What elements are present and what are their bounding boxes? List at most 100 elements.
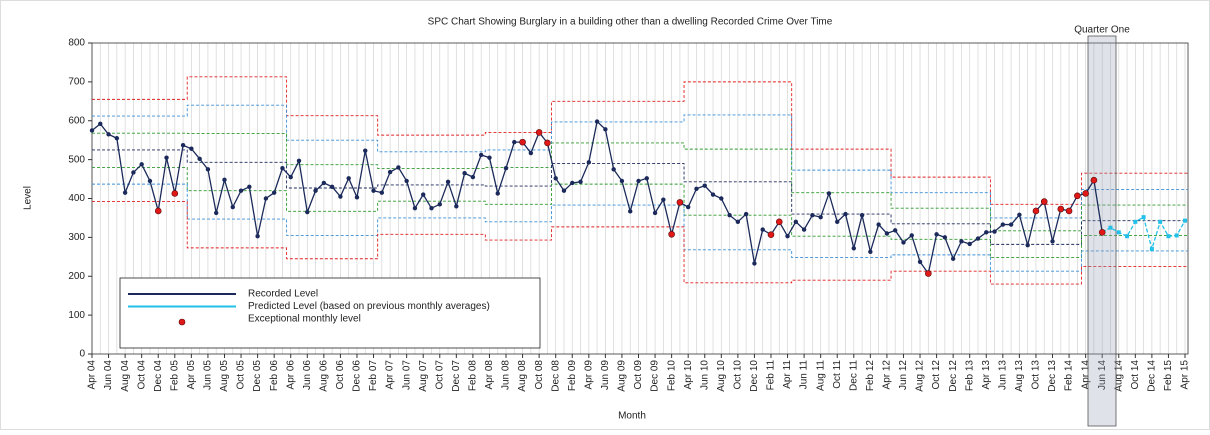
control-limit: [92, 132, 1188, 232]
data-point: [106, 132, 111, 137]
x-tick-label: Aug 06: [318, 360, 329, 392]
data-point: [752, 261, 757, 266]
data-point: [818, 214, 823, 220]
data-point: [205, 167, 211, 172]
exceptional-point: [1032, 207, 1040, 215]
data-point: [917, 259, 923, 265]
x-tick-label: Dec 11: [848, 360, 859, 391]
data-point: [876, 222, 881, 227]
x-tick-label: Oct 09: [633, 360, 644, 390]
control-limit: [92, 149, 1188, 245]
data-point: [984, 230, 989, 235]
data-point: [843, 211, 848, 217]
data-point: [197, 156, 202, 162]
data-point: [727, 213, 732, 218]
data-point: [661, 197, 666, 202]
data-point: [710, 192, 716, 197]
x-tick-label: Jun 14: [1097, 360, 1108, 390]
data-point: [222, 177, 227, 183]
x-tick-label: Jun 04: [103, 360, 114, 390]
x-tick-label: Jun 09: [600, 360, 611, 390]
quarter-band: [1087, 35, 1117, 427]
data-point: [495, 191, 500, 196]
x-tick-label: Feb 10: [666, 360, 677, 392]
x-tick-label: Dec 10: [749, 360, 760, 392]
data-point: [122, 190, 128, 195]
data-point: [1025, 242, 1030, 248]
x-tick-label: Aug 07: [418, 360, 429, 392]
x-tick-label: Dec 05: [252, 360, 263, 392]
exceptional-point: [1040, 198, 1048, 205]
x-tick-label: Feb 13: [964, 360, 975, 392]
data-point: [868, 249, 873, 254]
x-tick-label: Feb 14: [1064, 360, 1075, 392]
data-point: [255, 234, 260, 239]
data-point: [719, 196, 724, 201]
x-tick-label: Aug 09: [617, 360, 628, 392]
data-point: [131, 170, 136, 175]
data-point: [462, 171, 467, 176]
data-point: [959, 239, 964, 244]
data-point: [901, 240, 906, 245]
x-tick-label: Aug 12: [915, 360, 926, 392]
x-tick-label: Apr 12: [882, 360, 893, 390]
x-tick-label: Feb 11: [766, 360, 777, 391]
data-point: [503, 165, 509, 171]
x-tick-label: Oct 06: [335, 360, 346, 390]
y-tick-label: 800: [68, 38, 85, 49]
data-point: [1141, 215, 1146, 220]
data-point: [164, 155, 169, 160]
exceptional-point: [1057, 205, 1065, 213]
x-tick-label: Feb 15: [1163, 360, 1174, 392]
legend-label: Predicted Level (based on previous month…: [248, 301, 490, 312]
x-tick-label: Jun 07: [401, 360, 412, 390]
x-tick-label: Apr 08: [484, 360, 495, 390]
data-point: [975, 236, 981, 241]
data-point: [835, 219, 840, 225]
data-point: [437, 202, 442, 207]
data-point: [371, 188, 376, 193]
x-tick-label: Oct 12: [931, 360, 942, 390]
data-point: [561, 188, 567, 193]
data-point: [247, 184, 252, 190]
data-point: [421, 192, 426, 197]
data-point: [992, 229, 997, 234]
exceptional-point: [668, 230, 675, 238]
data-point: [230, 204, 235, 210]
data-point: [934, 232, 939, 237]
data-point: [619, 178, 625, 184]
x-tick-label: Aug 08: [517, 360, 528, 392]
legend-swatch: [178, 318, 186, 326]
data-point: [859, 213, 865, 218]
x-tick-label: Feb 12: [865, 360, 876, 392]
y-tick-label: 500: [68, 154, 85, 165]
x-tick-label: Jun 08: [501, 360, 512, 390]
data-point: [263, 196, 269, 201]
data-point: [1174, 233, 1179, 238]
data-point: [553, 176, 558, 181]
data-point: [412, 206, 418, 211]
legend-label: Exceptional monthly level: [248, 314, 361, 325]
exceptional-point: [544, 139, 551, 147]
x-tick-label: Aug 11: [815, 360, 826, 391]
exceptional-point: [171, 190, 179, 197]
data-point: [760, 227, 765, 232]
data-point: [271, 190, 277, 195]
data-point: [578, 179, 583, 184]
data-point: [1158, 219, 1163, 224]
data-point: [214, 210, 219, 216]
data-point: [189, 146, 194, 151]
x-tick-label: Oct 08: [534, 360, 545, 390]
data-point: [470, 174, 476, 180]
data-point: [396, 165, 401, 170]
data-point: [644, 176, 649, 181]
data-point: [288, 174, 293, 180]
data-point: [685, 204, 691, 210]
x-tick-label: Jun 05: [203, 360, 214, 390]
x-tick-label: Dec 13: [1047, 360, 1058, 392]
x-tick-label: Dec 14: [1147, 360, 1158, 392]
x-tick-label: Apr 07: [385, 360, 396, 390]
exceptional-point: [775, 218, 783, 226]
y-tick-label: 0: [79, 349, 85, 360]
